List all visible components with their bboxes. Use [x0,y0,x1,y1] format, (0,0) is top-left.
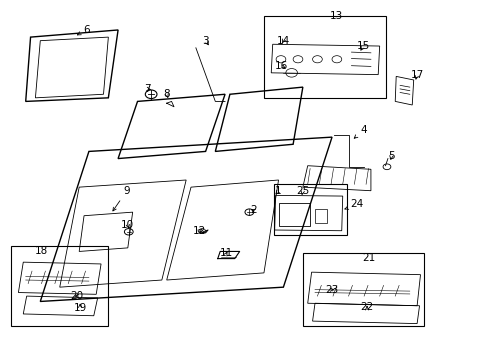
Text: 3: 3 [202,36,208,46]
Text: 18: 18 [35,247,48,256]
Text: 13: 13 [329,11,343,21]
Bar [11,246,108,327]
Text: 19: 19 [73,303,86,313]
Text: 21: 21 [361,253,374,263]
Text: 17: 17 [409,69,423,80]
Text: 7: 7 [143,84,150,94]
Text: 15: 15 [356,41,369,51]
Text: 2: 2 [249,205,256,215]
Text: 16: 16 [274,61,287,71]
Text: 6: 6 [78,25,90,35]
Text: 25: 25 [296,186,309,196]
Bar [302,253,424,327]
Bar [314,208,326,223]
Bar [278,203,309,226]
Text: 5: 5 [387,151,394,161]
Text: 8: 8 [163,89,170,99]
Text: 11: 11 [220,248,233,258]
Text: 23: 23 [325,285,338,295]
Bar [264,16,385,98]
Text: 4: 4 [353,125,366,138]
Text: 1: 1 [275,186,281,196]
Text: 10: 10 [121,220,134,230]
Text: 22: 22 [360,302,373,312]
Bar [273,184,346,235]
Text: 14: 14 [276,36,289,46]
Text: 20: 20 [70,291,83,301]
Text: 12: 12 [193,226,206,236]
Text: 9: 9 [113,186,130,211]
Text: 24: 24 [344,199,363,209]
